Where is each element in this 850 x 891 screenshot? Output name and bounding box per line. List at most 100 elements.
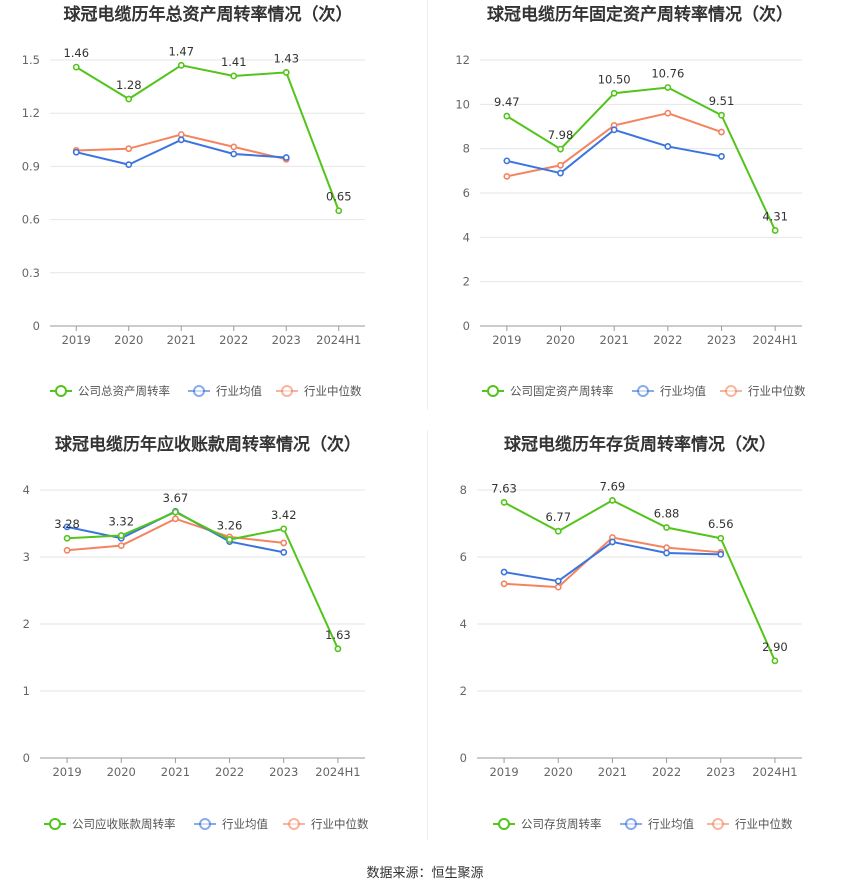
data-point	[63, 523, 71, 531]
data-point	[172, 508, 179, 516]
data-point	[125, 95, 133, 103]
data-point	[63, 534, 71, 542]
legend-label: 行业均值	[648, 817, 694, 831]
legend-marker	[487, 385, 499, 397]
data-point	[334, 645, 342, 653]
data-point	[503, 172, 511, 180]
data-label: 1.47	[168, 44, 194, 58]
data-point	[717, 550, 725, 558]
legend-marker	[712, 818, 724, 830]
data-point	[718, 153, 725, 160]
x-tick-label: 2024H1	[753, 333, 798, 347]
y-tick-label: 1.5	[22, 53, 40, 67]
data-point	[177, 136, 185, 144]
x-tick-label: 2020	[546, 333, 575, 347]
data-point	[503, 112, 511, 120]
x-tick-label: 2019	[492, 333, 521, 347]
data-label: 2.90	[762, 640, 788, 654]
series-line	[503, 540, 721, 583]
data-label: 6.77	[545, 510, 571, 524]
data-point	[230, 150, 238, 158]
data-point	[664, 109, 672, 117]
data-point	[664, 84, 672, 91]
legend-label: 行业中位数	[304, 384, 362, 398]
legend-marker	[637, 385, 649, 397]
data-point	[663, 549, 670, 557]
legend-label: 公司固定资产周转率	[510, 384, 614, 398]
data-label: 9.47	[494, 95, 520, 109]
chart-title: 球冠电缆历年存货周转率情况（次）	[504, 434, 776, 455]
y-tick-label: 6	[460, 550, 467, 564]
y-tick-label: 0.3	[22, 266, 40, 280]
data-point	[554, 577, 562, 585]
x-tick-label: 2022	[653, 333, 682, 347]
x-tick-label: 2023	[707, 333, 736, 347]
data-point	[554, 583, 562, 591]
x-tick-label: 2022	[215, 765, 244, 779]
data-point	[72, 148, 80, 156]
legend-marker	[281, 385, 293, 397]
data-label: 0.65	[326, 190, 352, 204]
data-label: 1.41	[221, 55, 247, 69]
data-label: 6.88	[654, 507, 680, 521]
data-point	[610, 126, 618, 134]
legend-label: 公司存货周转率	[521, 817, 602, 831]
data-point	[771, 657, 779, 665]
data-point	[117, 542, 125, 550]
x-tick-label: 2021	[598, 765, 627, 779]
x-tick-label: 2023	[269, 765, 298, 779]
data-point	[282, 154, 290, 161]
data-point	[663, 544, 670, 552]
x-tick-label: 2020	[107, 765, 136, 779]
legend-marker	[498, 818, 510, 830]
data-label: 6.56	[708, 517, 734, 531]
data-label: 3.32	[108, 515, 134, 529]
data-point	[125, 161, 133, 169]
data-label: 1.63	[325, 628, 351, 642]
chart-title: 球冠电缆历年固定资产周转率情况（次）	[487, 4, 793, 25]
legend-label: 行业均值	[216, 384, 262, 398]
data-label: 1.46	[63, 46, 89, 60]
data-point	[503, 157, 511, 165]
data-label: 4.31	[762, 209, 788, 223]
panel-divider-top	[427, 0, 428, 410]
data-source-note: 数据来源：恒生聚源	[366, 866, 484, 881]
x-tick-label: 2024H1	[315, 765, 360, 779]
y-tick-label: 0	[463, 319, 470, 333]
legend-label: 公司应收账款周转率	[72, 817, 176, 831]
data-point	[117, 532, 125, 539]
chart-svg: 球冠电缆历年总资产周转率情况（次） 0 0.3 0.6 0.9 1.2 1.5 2019 202…	[22, 4, 365, 398]
x-tick-label: 2019	[489, 765, 518, 779]
series-line	[75, 64, 340, 212]
data-label: 7.98	[548, 128, 574, 142]
data-point	[718, 128, 725, 136]
data-point	[280, 525, 288, 533]
legend-label: 行业均值	[660, 384, 706, 398]
y-tick-label: 4	[460, 617, 467, 631]
chart-title: 球冠电缆历年总资产周转率情况（次）	[64, 4, 353, 25]
legend-label: 行业均值	[222, 817, 268, 831]
data-label: 1.43	[273, 51, 299, 65]
y-tick-label: 12	[455, 53, 470, 67]
y-tick-label: 0	[33, 319, 40, 333]
x-tick-label: 2020	[114, 333, 143, 347]
x-tick-label: 2019	[52, 765, 81, 779]
y-tick-label: 1.2	[22, 106, 40, 120]
data-point	[230, 143, 238, 151]
data-point	[500, 498, 508, 506]
chart-title: 球冠电缆历年应收账款周转率情况（次）	[55, 434, 361, 455]
data-point	[280, 539, 288, 547]
chart-svg: 球冠电缆历年存货周转率情况（次） 0 2 4 6 8 2019 2020 2021 2022 202…	[460, 434, 802, 831]
chart-svg: 球冠电缆历年固定资产周转率情况（次） 0 2 4 6 8 10 12 2019 2020 2021 2…	[455, 4, 806, 398]
y-tick-label: 2	[463, 275, 470, 289]
chart-panel-inventory: 球冠电缆历年存货周转率情况（次） 0 2 4 6 8 2019 2020 2021 2022 202…	[430, 428, 850, 848]
chart-panel-total-assets: 球冠电缆历年总资产周转率情况（次） 0 0.3 0.6 0.9 1.2 1.5 2019 202…	[0, 0, 425, 410]
data-label: 3.26	[217, 519, 243, 533]
data-point	[554, 527, 562, 535]
y-tick-label: 8	[460, 483, 467, 497]
series-line	[503, 499, 776, 662]
y-tick-label: 2	[460, 684, 467, 698]
y-tick-label: 4	[23, 483, 30, 497]
legend-marker	[288, 818, 300, 830]
y-tick-label: 0	[460, 751, 467, 765]
